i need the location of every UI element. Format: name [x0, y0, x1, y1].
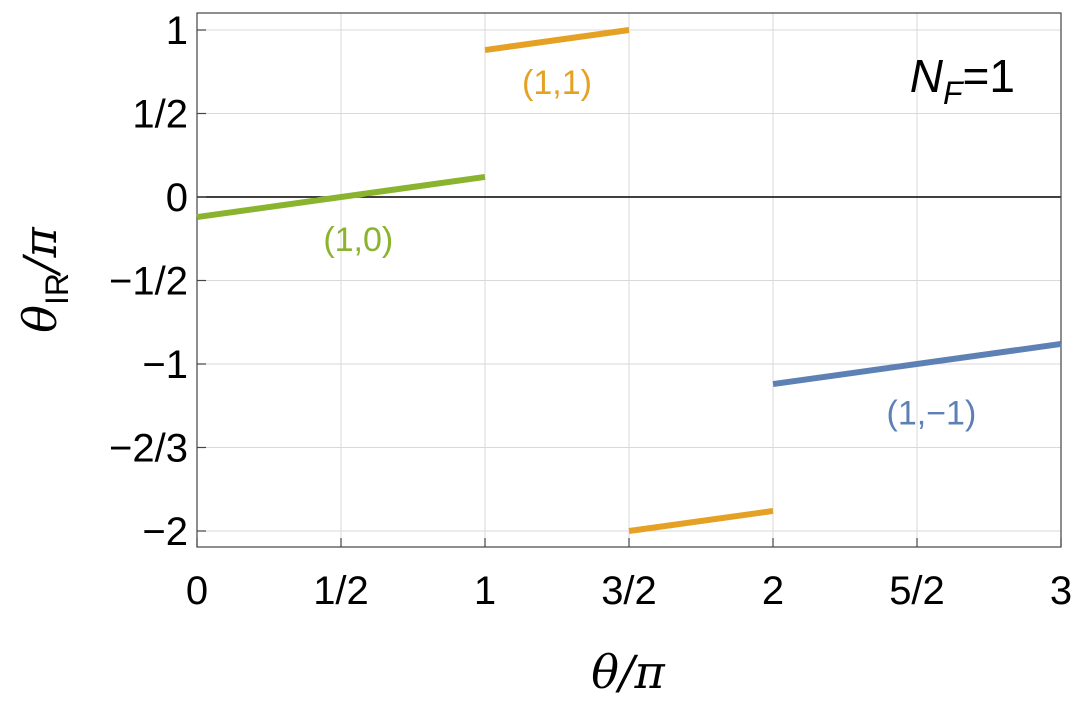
y-axis-title: θIR/π	[13, 227, 75, 333]
x-tick-label-2: 1	[474, 569, 496, 613]
y-tick-label-5: −2/3	[109, 427, 188, 471]
x-axis-title: θ/π	[591, 645, 665, 699]
series-layer	[196, 27, 1062, 534]
y-tick-label-2: 0	[166, 176, 188, 220]
y-axis-title-sub: IR	[39, 273, 75, 305]
x-tick-label-3: 3/2	[601, 569, 657, 613]
y-axis-title-main: θ	[13, 305, 67, 333]
x-tick-label-1: 1/2	[313, 569, 369, 613]
series-label-1: (1,1)	[522, 64, 592, 102]
y-tick-label-6: −2	[142, 510, 188, 554]
x-tick-label-6: 3	[1050, 569, 1072, 613]
nf-annotation-main: N	[910, 50, 944, 102]
series-label-0: (1,0)	[323, 221, 393, 259]
y-tick-label-0: 1	[166, 9, 188, 53]
series-1-segment-1	[628, 507, 774, 534]
labels: (1,0) (1,1) (1,−1)	[323, 64, 976, 433]
x-tick-label-0: 0	[186, 569, 208, 613]
series-2-segment-0	[772, 340, 1062, 388]
y-tick-label-4: −1	[142, 343, 188, 387]
nf-annotation: NF=1	[910, 50, 1015, 111]
x-tick-label-4: 2	[762, 569, 784, 613]
y-tick-label-3: −1/2	[109, 260, 188, 304]
nf-annotation-sub: F	[943, 75, 965, 111]
series-label-2: (1,−1)	[887, 394, 977, 432]
series-0-segment-0	[196, 173, 486, 221]
y-axis-title-tail: /π	[13, 227, 67, 277]
ticks: 0 1/2 1 3/2 2 5/2 3 1 1/2 0 −1/2 −1 −2/3 −2	[109, 9, 1072, 613]
nf-annotation-tail: =1	[963, 50, 1015, 102]
series-1-segment-0	[484, 27, 630, 54]
y-tick-label-1: 1/2	[132, 93, 188, 137]
x-tick-label-5: 5/2	[889, 569, 945, 613]
